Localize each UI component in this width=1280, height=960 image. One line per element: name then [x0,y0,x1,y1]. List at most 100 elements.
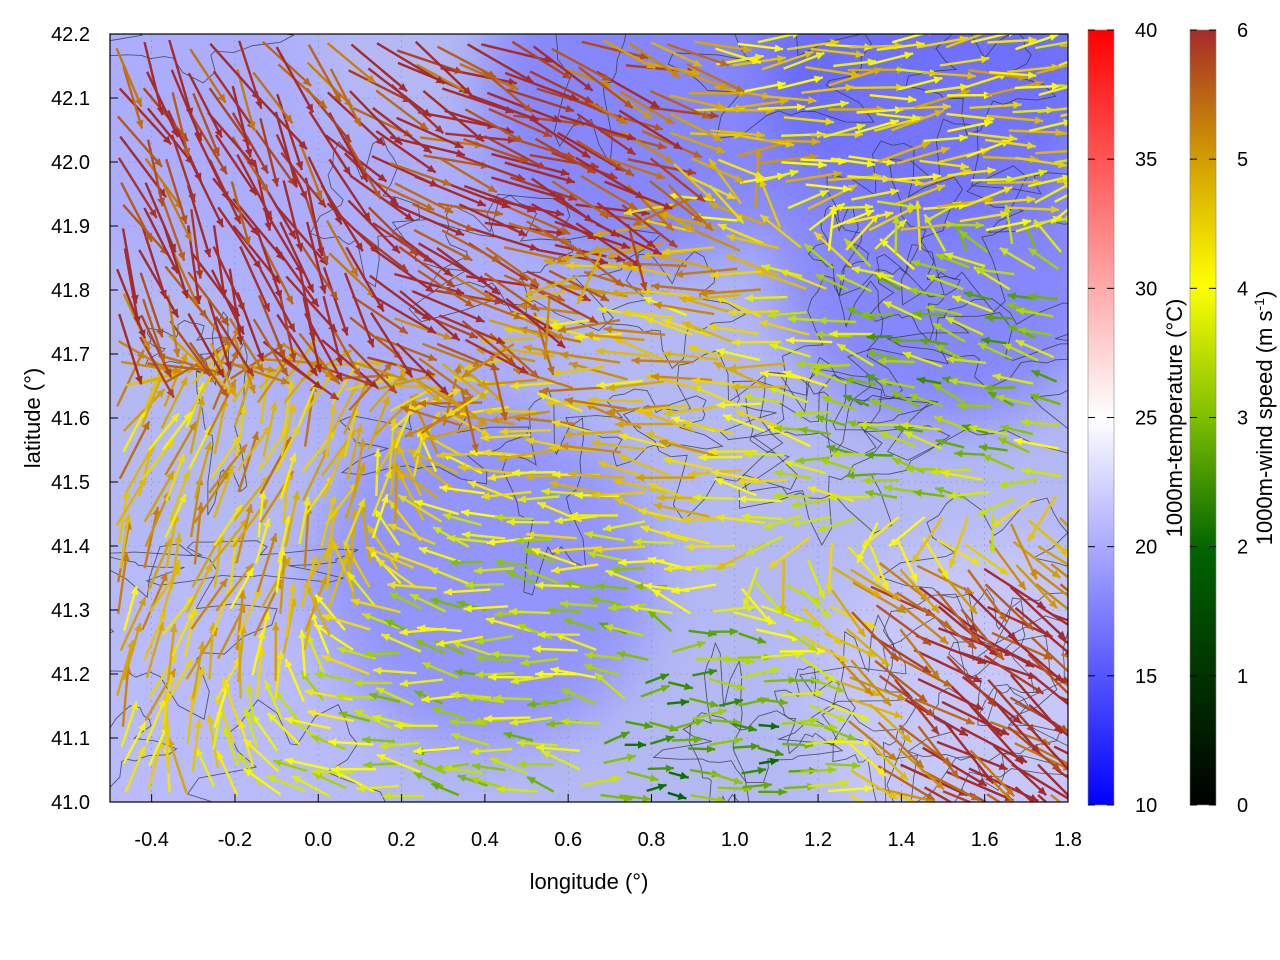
wind-arrow-shaft [171,92,190,157]
wind-arrow-shaft [440,157,498,194]
wind-arrow-head [741,512,750,521]
wind-label-main: 1000m-wind speed (m s [1252,311,1277,546]
wind-arrow-head [295,242,304,252]
wind-arrow-shaft [164,721,170,774]
wind-arrow-head [742,598,751,608]
wind-arrow-shaft [736,478,788,484]
wind-arrow-shaft [642,410,695,432]
wind-arrow-head [735,84,745,92]
wind-arrow-head [480,433,489,442]
wind-arrow-head [219,289,228,299]
wind-arrow-head [180,352,188,362]
wind-arrow-shaft [390,202,465,237]
wind-arrow-head [491,254,501,262]
wind-arrow-head [623,100,633,108]
wind-arrow-shaft [670,131,726,154]
wind-arrow-head [458,463,467,472]
wind-arrow-shaft [476,378,538,387]
wind-arrow-head [288,352,297,362]
wind-arrow-shaft [891,109,944,132]
wind-arrow-head [988,545,997,554]
wind-arrow-shaft [945,34,986,49]
wind-arrow-shaft [417,401,483,405]
wind-arrow-shaft [650,284,715,293]
wind-arrow-shaft [417,269,475,308]
wind-arrow-head [366,338,375,348]
wind-arrow-head [992,518,1002,526]
wind-arrow-head [131,294,139,304]
wind-arrow-head [935,780,944,790]
wind-arrow-head [434,124,444,134]
wind-arrow-shaft [987,679,1036,734]
wind-arrow-shaft [984,583,1035,631]
wind-arrow-shaft [460,388,479,453]
wind-arrow-shaft [260,556,292,609]
wind-arrow-shaft [871,634,932,674]
wind-arrow-shaft [913,648,983,684]
wind-arrow-head [611,775,621,783]
wind-arrow-head [673,141,683,150]
wind-arrow-head [555,209,564,217]
wind-arrow-shaft [713,361,767,387]
wind-arrow-shaft [637,508,688,523]
wind-arrow-head [541,751,551,759]
wind-arrow-head [471,443,479,453]
wind-arrow-head [864,686,873,696]
wind-arrow-shaft [122,388,166,432]
wind-arrow-head [398,325,408,334]
wind-arrow-head [484,292,493,300]
wind-arrow-shaft [457,465,511,475]
wind-arrow-head [696,640,706,649]
wind-arrow-head [166,388,174,398]
wind-arrow-head [503,731,513,739]
wind-arrow-head [509,718,519,727]
wind-arrow-head [472,717,481,726]
wind-arrow-head [796,103,806,111]
wind-arrow-head [324,370,334,378]
wind-arrow-shaft [732,99,789,110]
wind-arrow-head [170,264,178,274]
x-tick-label: 0.8 [638,829,666,851]
wind-arrow-head [747,724,757,732]
wind-arrow-head [941,470,950,478]
wind-arrow-head [541,351,550,360]
wind-arrow-head [272,274,281,284]
temperature-colorbar-tick-label: 10 [1135,795,1157,817]
wind-arrow-shaft [667,183,714,232]
wind-arrow-shaft [141,226,167,299]
wind-arrow-head [591,439,600,448]
wind-arrow-head [524,74,534,83]
wind-arrow-shaft [543,298,551,360]
wind-arrow-shaft [969,792,989,802]
wind-arrow-head [351,598,360,606]
wind-arrow-shaft [143,207,179,274]
wind-arrow-head [184,232,192,242]
wind-arrow-shaft [634,404,689,413]
wind-arrow-shaft [504,71,580,102]
wind-arrow-shaft [171,610,195,657]
wind-arrow-shaft [691,157,744,183]
wind-arrow-head [717,223,727,232]
wind-arrow-shaft [1056,179,1068,183]
wind-arrow-head [716,561,726,569]
wind-arrow-shaft [984,197,1036,205]
wind-arrow-head [911,114,921,122]
wind-arrow-head [487,70,497,78]
wind-arrow-head [763,781,772,790]
wind-arrow-shaft [1058,84,1068,88]
wind-arrow-head [537,392,547,400]
wind-arrow-head [413,772,423,780]
wind-arrow-shaft [410,397,439,454]
wind-arrow-shaft [759,178,782,228]
wind-arrow-head [170,128,178,138]
wind-arrow-head [671,69,680,78]
wind-arrow-head [314,624,324,632]
wind-arrow-head [530,277,540,286]
wind-arrow-head [276,650,285,660]
wind-arrow-shaft [1007,633,1064,684]
wind-arrow-head [220,316,229,326]
wind-arrow-head [606,407,616,416]
wind-arrow-shaft [122,622,142,681]
wind-arrow-shaft [398,245,456,288]
